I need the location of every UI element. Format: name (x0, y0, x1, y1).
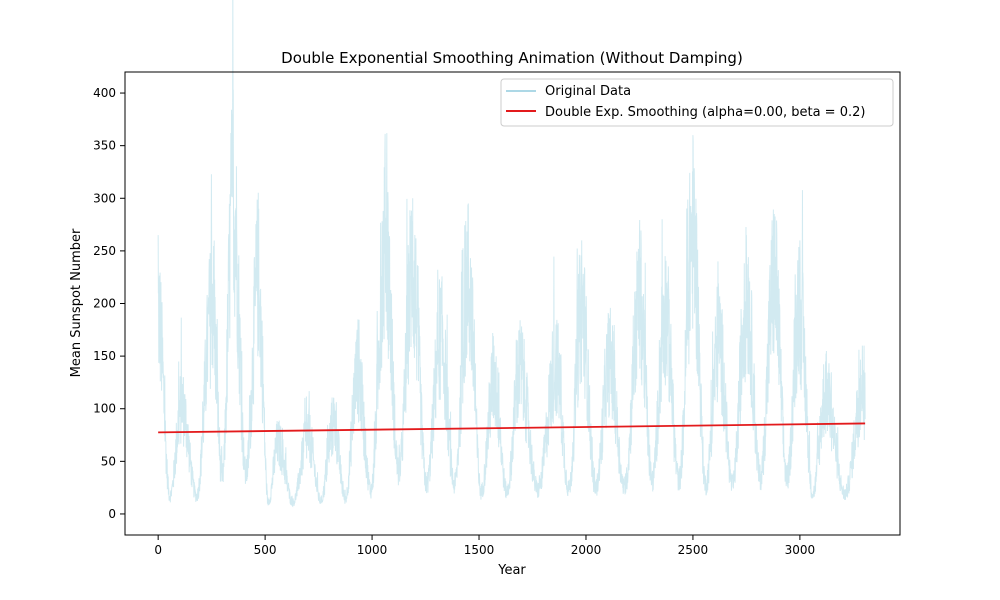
y-tick-label: 300 (93, 191, 116, 205)
y-axis-label: Mean Sunspot Number (69, 228, 84, 377)
y-tick-label: 0 (108, 507, 116, 521)
y-tick-label: 350 (93, 139, 116, 153)
legend: Original Data Double Exp. Smoothing (alp… (500, 78, 894, 127)
x-tick-label: 0 (154, 543, 162, 557)
y-tick-label: 150 (93, 349, 116, 363)
x-axis-label: Year (497, 563, 526, 578)
y-tick-label: 100 (93, 402, 116, 416)
y-tick-label: 400 (93, 86, 116, 100)
x-tick-label: 2500 (678, 543, 709, 557)
y-tick-label: 50 (101, 454, 116, 468)
chart-title: Double Exponential Smoothing Animation (… (281, 49, 743, 67)
x-tick-label: 1500 (464, 543, 495, 557)
x-tick-label: 2000 (571, 543, 602, 557)
plot-frame (124, 71, 901, 536)
series-smoothing-line (158, 422, 866, 434)
legend-box (500, 78, 894, 127)
y-tick-label: 250 (93, 244, 116, 258)
x-tick-label: 500 (254, 543, 277, 557)
series-original-line (157, 0, 866, 508)
x-tick-label: 3000 (785, 543, 816, 557)
x-tick-label: 1000 (357, 543, 388, 557)
legend-label-original: Original Data (545, 84, 631, 99)
y-tick-label: 200 (93, 297, 116, 311)
legend-label-smoothing: Double Exp. Smoothing (alpha=0.00, beta … (545, 105, 865, 120)
